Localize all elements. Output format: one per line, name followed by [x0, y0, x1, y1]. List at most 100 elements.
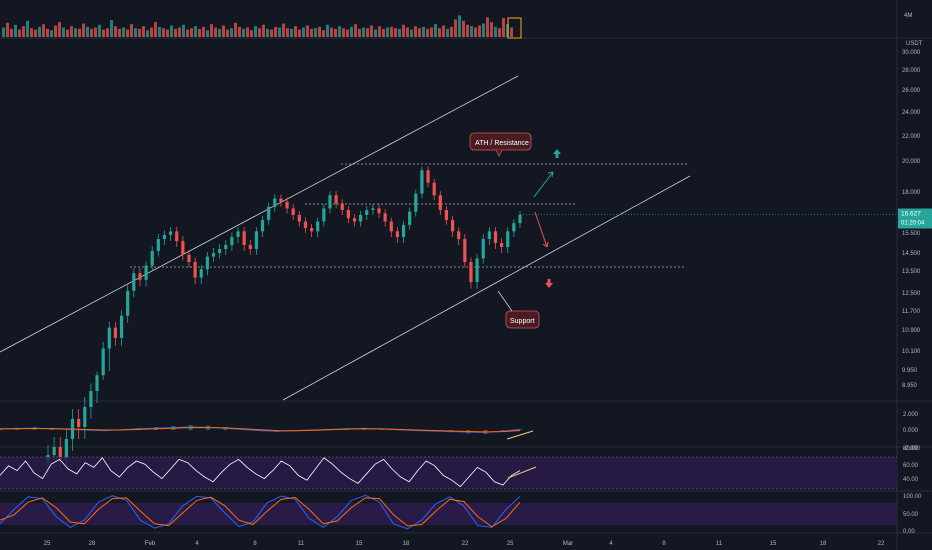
rsi-axis-label: 40.00	[903, 477, 919, 483]
volume-bar	[338, 26, 341, 37]
bullish-arrowhead	[547, 171, 554, 178]
candle-body	[500, 243, 504, 247]
volume-bar	[438, 28, 441, 37]
volume-bar	[298, 29, 301, 37]
macd-trend-arrow	[506, 430, 534, 440]
volume-bar	[302, 27, 305, 37]
candle-body	[487, 231, 491, 239]
price-tick-label: 30.000	[902, 50, 921, 56]
candle-body	[512, 223, 516, 232]
volume-bar	[478, 25, 481, 37]
volume-bar	[398, 28, 401, 37]
volume-bar	[454, 19, 457, 37]
candle-body	[248, 245, 252, 249]
volume-bar	[10, 28, 13, 37]
volume-bar	[314, 28, 317, 37]
volume-bar	[342, 28, 345, 37]
volume-bar	[194, 26, 197, 37]
bullish-projection-arrow	[533, 171, 554, 198]
volume-bar	[42, 24, 45, 37]
time-tick-label: 4	[195, 541, 199, 547]
candle-body	[242, 231, 246, 245]
volume-bar	[118, 28, 121, 37]
volume-bar	[358, 28, 361, 37]
volume-bar	[310, 28, 313, 37]
volume-bar	[210, 24, 213, 37]
time-tick-label: 11	[298, 541, 305, 547]
volume-bar	[190, 28, 193, 37]
candle-body	[83, 407, 87, 427]
channel-upper-line	[0, 75, 519, 353]
ath-callout-pointer	[495, 149, 503, 157]
candle-body	[285, 201, 289, 209]
candle-body	[408, 211, 412, 225]
volume-bar	[446, 28, 449, 37]
candle-body	[346, 210, 350, 219]
candle-body	[193, 262, 197, 278]
price-tick-label: 10.100	[902, 349, 921, 355]
volume-bar	[106, 28, 109, 37]
price-tick-label: 18.000	[902, 190, 921, 196]
volume-bar	[162, 28, 165, 37]
volume-bar	[166, 29, 169, 37]
candle-body	[414, 193, 418, 212]
rsi-trend-arrow	[507, 466, 537, 479]
volume-bar	[138, 28, 141, 37]
volume-bar	[502, 18, 505, 37]
volume-bar	[286, 28, 289, 37]
candle-body	[303, 221, 308, 229]
candle-body	[506, 231, 510, 247]
volume-bar	[366, 28, 369, 37]
volume-bar	[82, 23, 85, 37]
candle-body	[371, 208, 375, 211]
volume-bar	[126, 29, 129, 37]
candle-body	[205, 256, 209, 270]
channel-lower-line	[282, 175, 691, 401]
candle-body	[273, 198, 277, 207]
volume-bar	[6, 22, 9, 37]
volume-bar	[2, 27, 5, 37]
price-tick-label: 20.000	[902, 159, 921, 165]
volume-bar	[198, 28, 201, 37]
price-tick-label: 22.000	[902, 134, 921, 140]
candle-body	[450, 219, 455, 232]
volume-bar	[354, 24, 357, 37]
time-tick-label: 15	[356, 541, 363, 547]
volume-bar	[442, 25, 445, 37]
volume-bar	[330, 27, 333, 37]
candle-body	[469, 262, 473, 282]
volume-bar	[470, 26, 473, 37]
volume-bar	[242, 28, 245, 37]
price-tick-label: 11.700	[902, 309, 921, 315]
candle-body	[444, 210, 449, 220]
volume-bar	[186, 29, 189, 37]
price-tick-label: 13.500	[902, 269, 921, 275]
volume-bar	[238, 26, 241, 37]
candle-body	[113, 327, 118, 338]
volume-bar	[306, 25, 309, 37]
volume-bar	[402, 24, 405, 37]
candle-body	[340, 203, 344, 211]
volume-bar	[450, 26, 453, 37]
current-price-badge	[898, 208, 932, 229]
volume-bar	[54, 25, 57, 37]
volume-bar	[22, 26, 25, 37]
volume-axis-label: 4M	[904, 13, 912, 19]
time-tick-label: 18	[403, 541, 410, 547]
price-tick-label: 12.500	[902, 291, 921, 297]
candle-body	[260, 219, 265, 232]
time-tick-label: 22	[462, 541, 469, 547]
volume-bar	[94, 27, 97, 37]
volume-bar	[406, 27, 409, 37]
candle-body	[58, 447, 62, 459]
candle-body	[426, 170, 430, 183]
volume-bar	[278, 27, 281, 37]
support-label: Support	[510, 318, 535, 325]
volume-bar	[134, 28, 137, 37]
candle-body	[420, 170, 424, 194]
candle-body	[144, 265, 148, 280]
volume-bar	[158, 26, 161, 37]
volume-bar	[394, 28, 397, 37]
candle-body	[267, 206, 271, 220]
